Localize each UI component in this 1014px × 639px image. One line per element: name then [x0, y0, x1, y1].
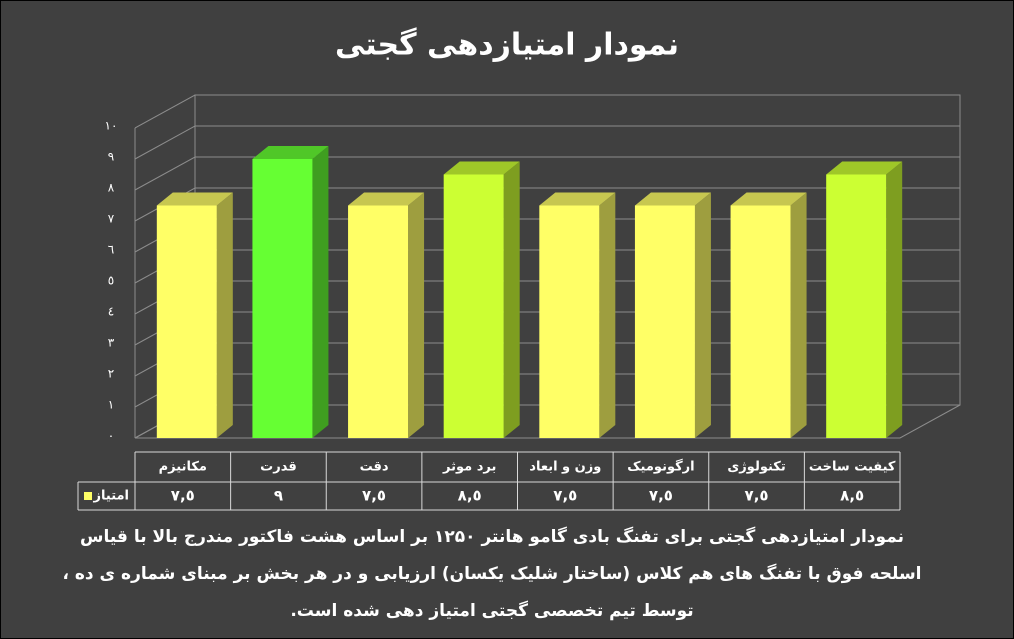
value-label: ٩ [274, 487, 283, 505]
y-tick-label: ٣ [108, 336, 115, 350]
bar-top [443, 161, 520, 175]
y-tick-label: ٢ [108, 367, 114, 381]
bar-side [503, 161, 520, 438]
y-tick-label: ١ [108, 398, 114, 412]
value-label: ٨,٥ [458, 487, 482, 505]
bar-top [539, 192, 616, 206]
y-tick-label: ٩ [108, 150, 114, 164]
value-label: ٧,٥ [745, 487, 769, 505]
bar-side [312, 146, 329, 438]
value-label: ٧,٥ [362, 487, 386, 505]
value-label: ٧,٥ [171, 487, 195, 505]
bar-side [886, 161, 903, 438]
bar [539, 205, 600, 438]
bar-side [408, 192, 425, 438]
bar [156, 205, 217, 438]
caption-line: اسلحه فوق با تفنگ های هم کلاس (ساختار شل… [62, 563, 921, 584]
bar [252, 159, 313, 438]
y-tick-label: ٥ [108, 274, 114, 288]
grid-line [134, 94, 960, 129]
bar [634, 205, 695, 438]
bar-top [252, 146, 329, 159]
bar-side [790, 192, 807, 438]
x-tick-label: وزن و ابعاد [529, 460, 601, 475]
y-tick-label: ٧ [108, 212, 115, 226]
value-label: ٨,٥ [840, 487, 864, 505]
x-tick-label: تکنولوژی [727, 460, 785, 475]
legend-marker [84, 492, 92, 500]
x-tick-label: کیفیت ساخت [809, 460, 896, 475]
caption-line: توسط تیم تخصصی گجتی امتیاز دهی شده است. [290, 600, 693, 621]
x-tick-label: قدرت [260, 460, 297, 475]
value-label: ٧,٥ [553, 487, 577, 505]
x-tick-label: برد موثر [442, 460, 496, 475]
bar-top [348, 192, 425, 206]
bar [443, 174, 504, 438]
y-tick-label: ٨ [108, 181, 115, 195]
y-tick-label: ٤ [108, 305, 114, 319]
bar [826, 174, 887, 438]
bar-top [634, 192, 711, 206]
grid-line [134, 187, 960, 222]
y-tick-label: ٠ [108, 429, 114, 443]
bar [730, 205, 791, 438]
grid-line [134, 125, 960, 160]
x-tick-label: مکانیزم [159, 460, 207, 475]
x-tick-label: دقت [360, 460, 389, 475]
y-tick-label: ٦ [108, 243, 114, 257]
bar-top [730, 192, 807, 206]
bar [348, 205, 409, 438]
chart-title: نمودار امتیازدهی گجتی [335, 27, 679, 63]
grid-line [134, 156, 960, 191]
bar-top [156, 192, 233, 206]
bar-side [694, 192, 711, 438]
bar-side [599, 192, 616, 438]
value-label: ٧,٥ [649, 487, 673, 505]
x-tick-label: ارگونومیک [627, 459, 694, 475]
bar-top [826, 161, 903, 175]
caption-line: نمودار امتیازدهی گجتی برای تفنگ بادی گام… [80, 526, 904, 547]
bar-side [216, 192, 233, 438]
y-tick-label: ١٠ [105, 119, 118, 133]
legend-label: امتیاز [93, 489, 129, 504]
